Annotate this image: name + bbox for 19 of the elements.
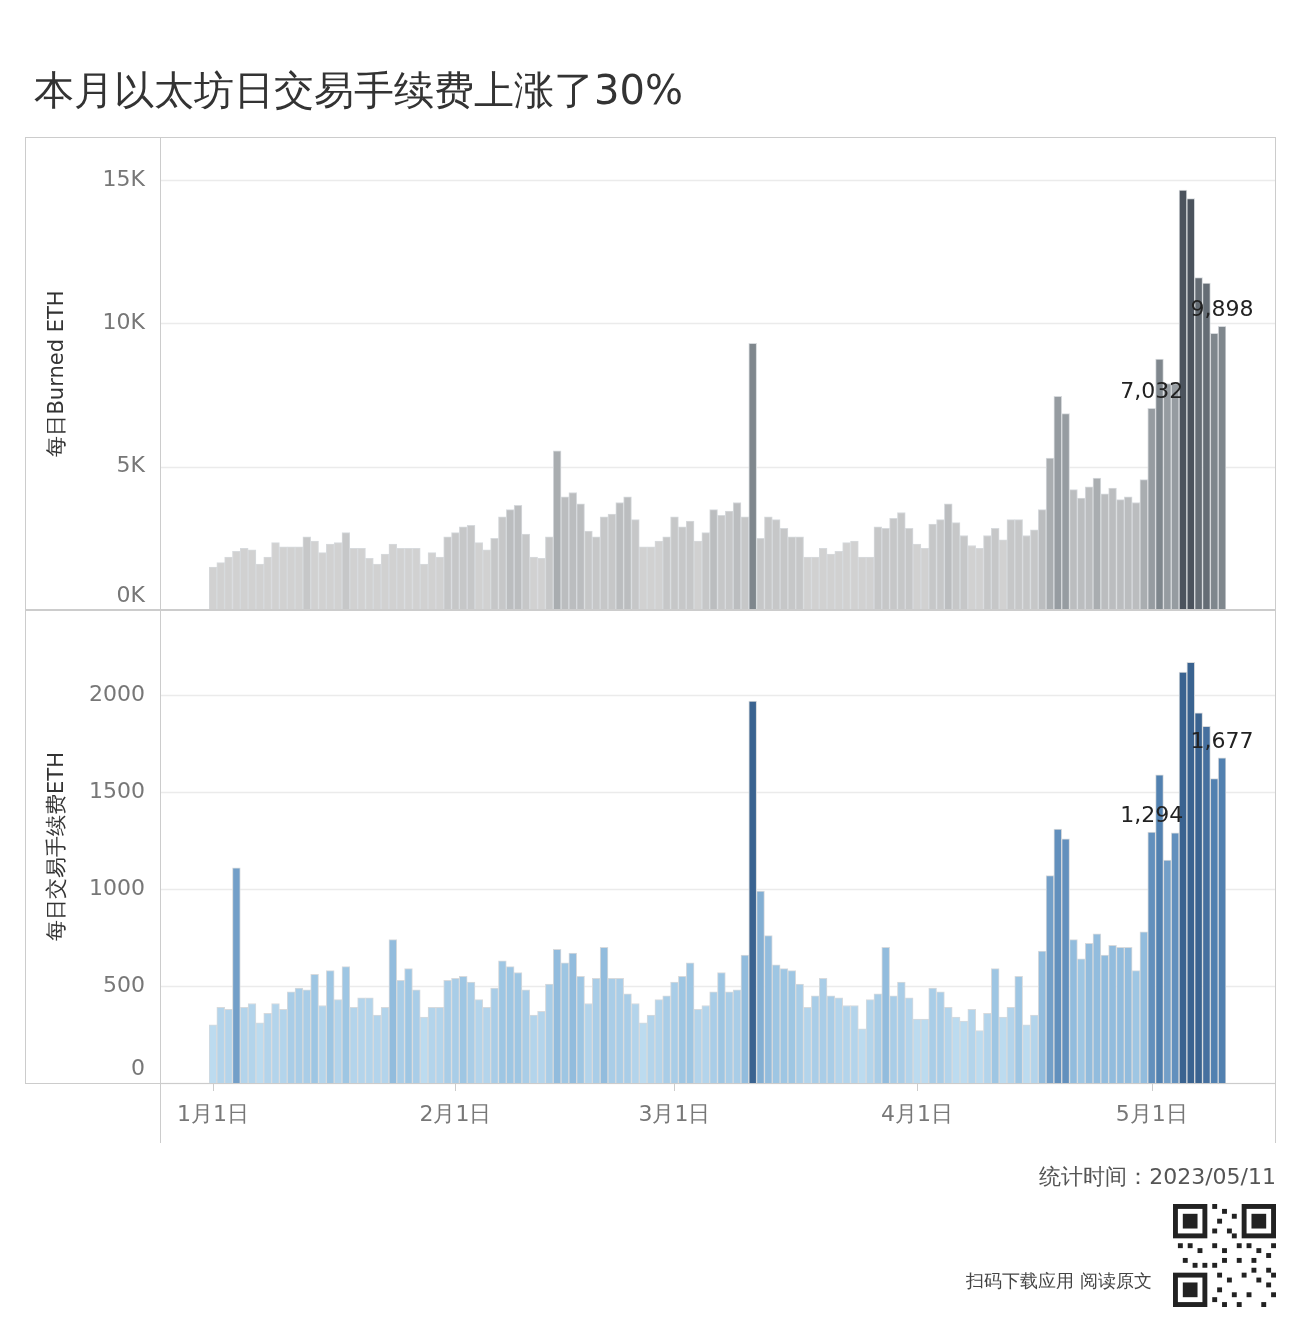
y-tick-label: 10K <box>102 309 146 335</box>
y-tick-label: 1000 <box>89 874 145 900</box>
y-tick-label: 5K <box>116 452 146 478</box>
y-tick-label: 0K <box>116 581 146 607</box>
text: 统计时间：2023/05/11 <box>1039 1163 1276 1191</box>
x-tick-label: 5月1日 <box>1115 1100 1188 1126</box>
y-axis-title: 每日Burned ETH <box>44 290 69 457</box>
x-tick-label: 3月1日 <box>638 1100 711 1126</box>
text: 扫码下载应用 阅读原文 <box>966 1269 1152 1293</box>
y-axis-title: 每日交易手续费ETH <box>44 752 69 941</box>
y-tick-label: 500 <box>103 971 145 997</box>
y-tick-label: 2000 <box>89 681 145 707</box>
x-tick-label: 2月1日 <box>419 1100 492 1126</box>
x-tick-label: 1月1日 <box>176 1100 249 1126</box>
x-tick-label: 4月1日 <box>880 1100 953 1126</box>
chart-title: 本月以太坊日交易手续费上涨了30% <box>34 66 683 115</box>
y-tick-label: 1500 <box>89 777 145 803</box>
y-tick-label: 15K <box>102 165 146 191</box>
y-tick-label: 0 <box>131 1054 145 1080</box>
